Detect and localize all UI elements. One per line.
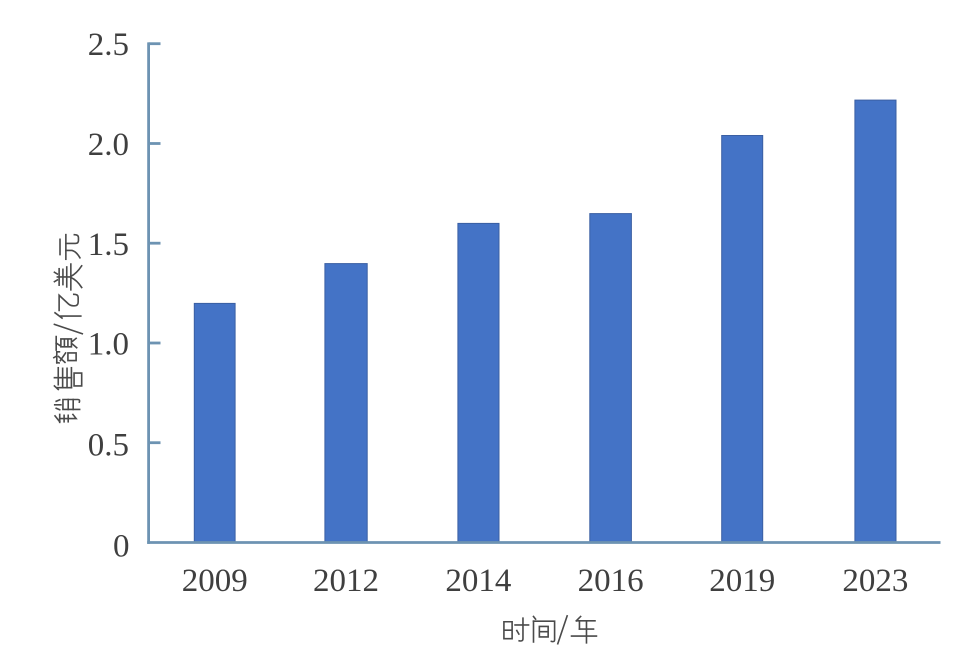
svg-text:2.5: 2.5 — [88, 27, 129, 63]
svg-text:1.5: 1.5 — [88, 227, 129, 263]
svg-text:2019: 2019 — [709, 563, 775, 599]
svg-text:2009: 2009 — [182, 563, 248, 599]
svg-text:2012: 2012 — [313, 563, 379, 599]
svg-text:2023: 2023 — [842, 563, 908, 599]
svg-text:0: 0 — [113, 529, 130, 565]
svg-text:2016: 2016 — [578, 563, 644, 599]
svg-text:2.0: 2.0 — [88, 127, 129, 163]
svg-text:0.5: 0.5 — [88, 428, 129, 464]
svg-text:2014: 2014 — [445, 563, 511, 599]
svg-text:1.0: 1.0 — [88, 327, 129, 363]
